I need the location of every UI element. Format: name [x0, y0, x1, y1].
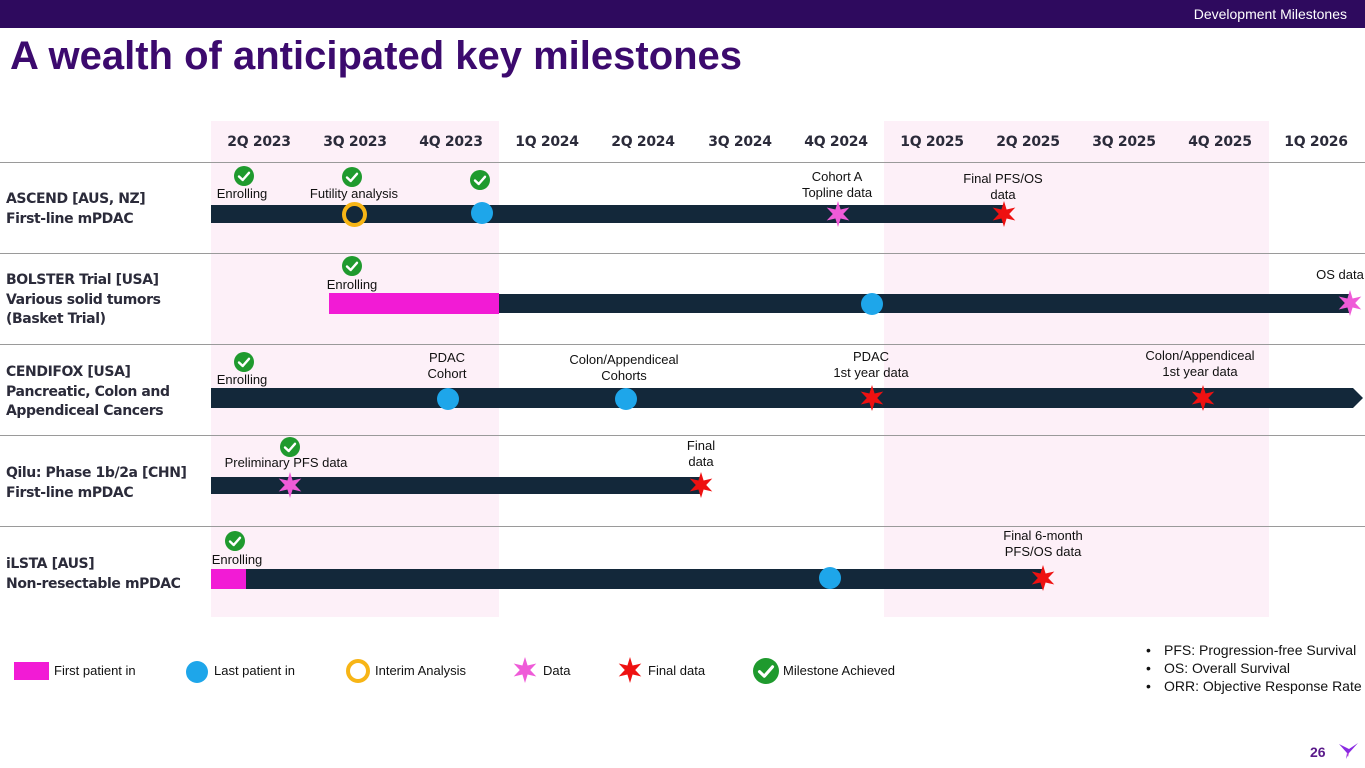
final-star-icon	[1031, 565, 1055, 591]
interim-analysis-marker	[342, 202, 367, 227]
legend-interim-label: Interim Analysis	[375, 663, 467, 678]
annotation-enrolling: Enrolling	[216, 186, 268, 201]
check-icon	[470, 170, 490, 190]
row-label-bolster: BOLSTER Trial [USA] Various solid tumors(…	[6, 272, 161, 327]
check-icon	[225, 531, 245, 551]
annotation-pdac-year: PDAC 1st year data	[833, 349, 909, 380]
abbreviation-list: PFS: Progression-free Survival OS: Overa…	[1146, 641, 1362, 695]
quarter-label: 1Q 2024	[515, 134, 579, 150]
quarter-label: 4Q 2024	[804, 134, 868, 150]
data-star-icon	[826, 201, 850, 227]
check-icon	[342, 167, 362, 187]
page-number: 26	[1310, 744, 1326, 760]
final-star-icon	[1191, 385, 1215, 411]
abbreviation-item: ORR: Objective Response Rate	[1146, 677, 1362, 695]
row-divider	[0, 435, 1365, 436]
data-star-icon	[1338, 290, 1362, 316]
annotation-enrolling: Enrolling	[211, 552, 263, 567]
legend-final-data-label: Final data	[648, 663, 706, 678]
logo-icon	[1339, 743, 1358, 759]
timeline-arrow-bar	[211, 388, 1363, 408]
annotation-colon-year: Colon/Appendiceal 1st year data	[1145, 348, 1255, 379]
quarter-label: 4Q 2025	[1188, 134, 1252, 150]
check-icon	[234, 166, 254, 186]
legend-last-patient-in-label: Last patient in	[214, 663, 295, 678]
annotation-enrolling: Enrolling	[216, 372, 268, 387]
quarter-label: 2Q 2023	[227, 134, 291, 150]
annotation-futility: Futility analysis	[309, 186, 399, 201]
data-star-icon	[278, 472, 302, 498]
last-patient-in-marker	[819, 567, 841, 589]
quarter-label: 1Q 2025	[900, 134, 964, 150]
quarter-label: 1Q 2026	[1284, 134, 1348, 150]
first-patient-in-bar	[211, 569, 246, 589]
check-icon	[280, 437, 300, 457]
legend-interim-swatch	[346, 659, 370, 683]
section-label: Development Milestones	[1193, 6, 1347, 22]
last-patient-in-marker	[437, 388, 459, 410]
legend-milestone-label: Milestone Achieved	[783, 663, 896, 678]
check-icon	[342, 256, 362, 276]
quarter-label: 3Q 2023	[323, 134, 387, 150]
row-label-ascend: ASCEND [AUS, NZ] First-line mPDAC	[6, 191, 146, 227]
row-divider	[0, 344, 1365, 345]
annotation-final: Final PFS/OS data	[963, 171, 1043, 202]
legend-data-label: Data	[543, 663, 571, 678]
quarter-label: 2Q 2024	[611, 134, 675, 150]
abbreviation-item: OS: Overall Survival	[1146, 659, 1362, 677]
legend-first-patient-in-label: First patient in	[54, 663, 136, 678]
timeline-bar	[499, 294, 1351, 313]
quarter-label: 3Q 2024	[708, 134, 772, 150]
quarter-label: 2Q 2025	[996, 134, 1060, 150]
annotation-final: Final data	[686, 438, 716, 469]
final-star-icon	[992, 201, 1016, 227]
timeline-bar	[246, 569, 1043, 589]
annotation-preliminary: Preliminary PFS data	[224, 455, 348, 470]
annotation-colon-cohorts: Colon/Appendiceal Cohorts	[569, 352, 679, 383]
legend-last-patient-in-swatch	[186, 661, 208, 683]
quarter-label: 4Q 2023	[419, 134, 483, 150]
header-bar: Development Milestones	[0, 0, 1365, 28]
last-patient-in-marker	[861, 293, 883, 315]
abbreviation-item: PFS: Progression-free Survival	[1146, 641, 1362, 659]
annotation-final: Final 6-month PFS/OS data	[1003, 528, 1083, 559]
row-label-qilu: Qilu: Phase 1b/2a [CHN] First-line mPDAC	[6, 465, 187, 501]
annotation-os-data: OS data	[1316, 267, 1364, 282]
quarter-label: 3Q 2025	[1092, 134, 1156, 150]
page-title: A wealth of anticipated key milestones	[10, 34, 743, 78]
annotation-cohort-a: Cohort A Topline data	[801, 169, 873, 200]
row-label-ilsta: iLSTA [AUS] Non-resectable mPDAC	[6, 556, 181, 592]
final-star-icon	[860, 385, 884, 411]
row-divider	[0, 526, 1365, 527]
check-icon	[234, 352, 254, 372]
timeline-bar	[211, 477, 701, 494]
row-divider	[0, 253, 1365, 254]
first-patient-in-bar	[329, 293, 499, 314]
last-patient-in-marker	[615, 388, 637, 410]
row-divider	[0, 162, 1365, 163]
annotation-pdac-cohort: PDAC Cohort	[427, 350, 467, 381]
annotation-enrolling: Enrolling	[326, 277, 378, 292]
data-star-icon	[513, 657, 537, 683]
check-icon	[753, 658, 779, 684]
final-star-icon	[689, 472, 713, 498]
row-label-cendifox: CENDIFOX [USA] Pancreatic, Colon and Appen…	[6, 364, 170, 419]
final-star-icon	[618, 657, 642, 683]
legend-first-patient-in-swatch	[14, 662, 49, 680]
last-patient-in-marker	[471, 202, 493, 224]
timeline-bar	[211, 205, 1003, 223]
year-band-2025	[884, 121, 1269, 617]
